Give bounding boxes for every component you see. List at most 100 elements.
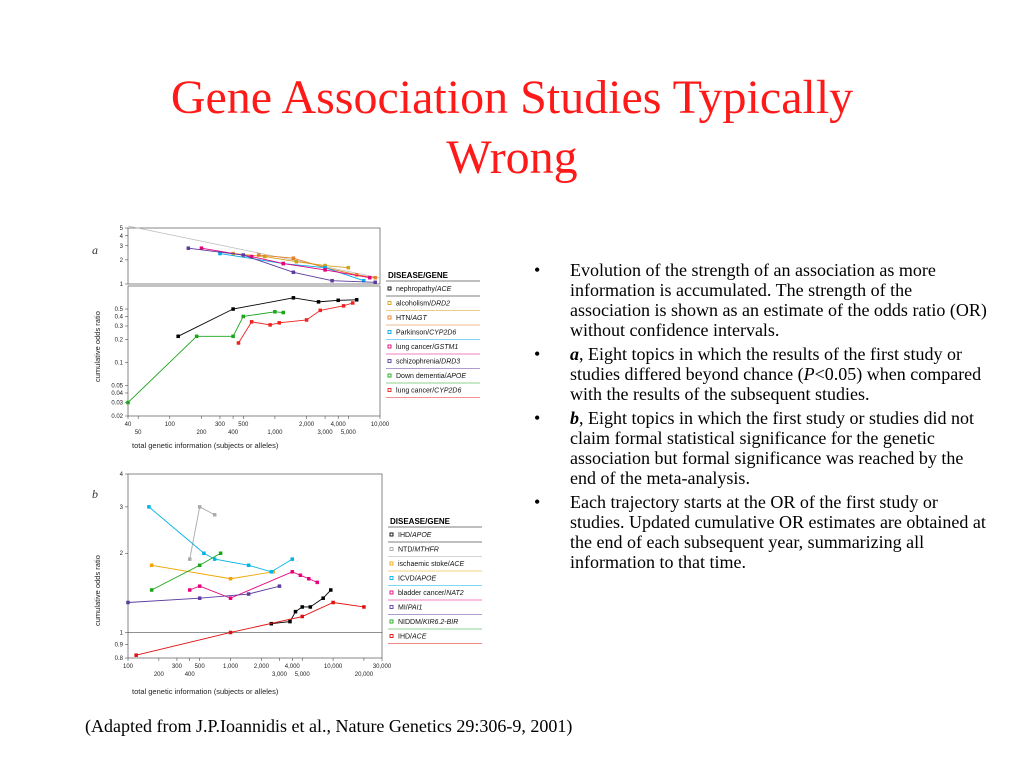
- data-point: [149, 588, 154, 592]
- data-point: [228, 630, 233, 635]
- data-point: [241, 314, 246, 319]
- y-tick-label: 0.9: [115, 643, 124, 649]
- data-point: [231, 334, 235, 339]
- bullet-marker: •: [534, 344, 541, 364]
- data-point: [336, 298, 340, 303]
- legend-swatch: [387, 301, 392, 305]
- data-point: [281, 310, 285, 315]
- data-point: [187, 588, 192, 592]
- x-tick-label: 10,000: [371, 422, 390, 428]
- panel-b-frame: [127, 473, 383, 659]
- data-point: [291, 270, 296, 275]
- x-tick-label: 500: [238, 422, 249, 428]
- y-tick-label: 1: [120, 282, 124, 288]
- legend-entry: HTN/AGT: [396, 315, 427, 322]
- data-point: [241, 253, 246, 257]
- legend-swatch: [387, 359, 392, 363]
- data-point: [281, 261, 285, 266]
- x-tick-label: 1,000: [223, 664, 239, 670]
- x-axis-label: total genetic information (subjects or a…: [132, 687, 279, 696]
- slide-title-line-1: Gene Association Studies Typically: [170, 71, 854, 124]
- series-line: [148, 506, 293, 573]
- data-point: [197, 584, 202, 588]
- data-point: [231, 307, 235, 311]
- legend-swatch: [389, 532, 394, 537]
- data-point: [315, 580, 319, 585]
- data-point: [290, 570, 295, 574]
- y-tick-label: 0.04: [111, 391, 123, 397]
- x-tick-label: 10,000: [324, 664, 343, 670]
- data-point: [212, 557, 217, 561]
- series-line: [136, 602, 365, 656]
- legend-swatch: [389, 634, 394, 638]
- data-point: [368, 275, 372, 280]
- series-line: [219, 253, 364, 282]
- series-line: [127, 585, 280, 603]
- bullet-marker: •: [534, 492, 541, 512]
- data-point: [291, 296, 296, 300]
- x-tick-label: 50: [135, 430, 142, 436]
- x-tick-label: 5,000: [341, 430, 357, 436]
- bullet-text: <0.05) when compared with the results of…: [570, 364, 982, 404]
- y-tick-label: 0.5: [115, 307, 124, 313]
- y-tick-label: 0.02: [111, 414, 123, 420]
- series-line: [127, 311, 284, 403]
- data-point: [246, 592, 251, 596]
- data-point: [298, 573, 303, 577]
- y-axis-label: cumulative odds ratio: [93, 555, 102, 626]
- y-tick-label: 4: [120, 234, 124, 240]
- x-tick-label: 5,000: [295, 672, 311, 678]
- y-tick-label: 3: [120, 505, 124, 511]
- data-point: [277, 584, 282, 588]
- panel-b: b 4 3 2 1 0.9 0.8 100 300 500 1,000 2,000 4,000 10,00…: [92, 472, 482, 696]
- data-point: [318, 308, 322, 313]
- data-point: [147, 505, 151, 509]
- y-tick-label: 5: [120, 226, 124, 232]
- data-point: [197, 563, 202, 568]
- x-tick-label: 20,000: [355, 672, 374, 678]
- series-line: [189, 571, 318, 599]
- y-tick-label: 1: [120, 630, 124, 636]
- legend-entry: MI/PAI1: [398, 605, 422, 612]
- y-tick-label: 2: [120, 258, 124, 264]
- data-point: [249, 320, 254, 324]
- x-tick-label: 2,000: [254, 664, 270, 670]
- data-point: [246, 563, 251, 568]
- data-point: [304, 318, 309, 322]
- data-point: [290, 557, 295, 561]
- y-tick-label: 0.3: [115, 324, 124, 330]
- legend-entry: IHD/APOE: [398, 532, 432, 539]
- bullet-text: Evolution of the strength of an associat…: [570, 260, 987, 340]
- data-point: [329, 588, 333, 592]
- legend-entry: NIDDM/KIR6.2-BIR: [398, 619, 458, 626]
- data-point: [187, 557, 192, 561]
- legend-swatch: [389, 590, 394, 595]
- data-point: [330, 278, 334, 283]
- data-point: [202, 551, 206, 555]
- legend-entry: ischaemic stoke/ACE: [398, 561, 464, 568]
- data-point: [373, 275, 377, 280]
- bullet-marker: •: [534, 408, 541, 428]
- legend-entry: Down dementia/APOE: [396, 373, 466, 380]
- slide-title: Gene Association Studies Typically Wrong: [0, 68, 1024, 188]
- bullet-item: • a, Eight topics in which the results o…: [530, 344, 992, 404]
- data-point: [268, 323, 272, 327]
- legend-entry: ICVD/APOE: [398, 576, 436, 583]
- y-tick-label: 0.2: [115, 337, 124, 343]
- data-point: [323, 268, 327, 272]
- x-tick-label: 200: [154, 672, 165, 678]
- data-point: [236, 341, 241, 345]
- data-point: [228, 577, 233, 581]
- series-line: [238, 302, 353, 344]
- x-tick-label: 400: [228, 430, 239, 436]
- slide-title-line-2: Wrong: [446, 131, 578, 184]
- legend-swatch: [389, 619, 394, 624]
- data-point: [228, 596, 233, 600]
- data-point: [269, 570, 274, 574]
- y-tick-label: 0.8: [115, 656, 124, 662]
- legend-entry: lung cancer/GSTM1: [396, 344, 458, 351]
- data-point: [126, 400, 130, 405]
- figure: a 5 4 3 2 1 0.5 0.4 0.3 0.2 0.1 0.05 0.04 0.03 0.02 40 1…: [80, 222, 500, 702]
- data-point: [354, 298, 359, 302]
